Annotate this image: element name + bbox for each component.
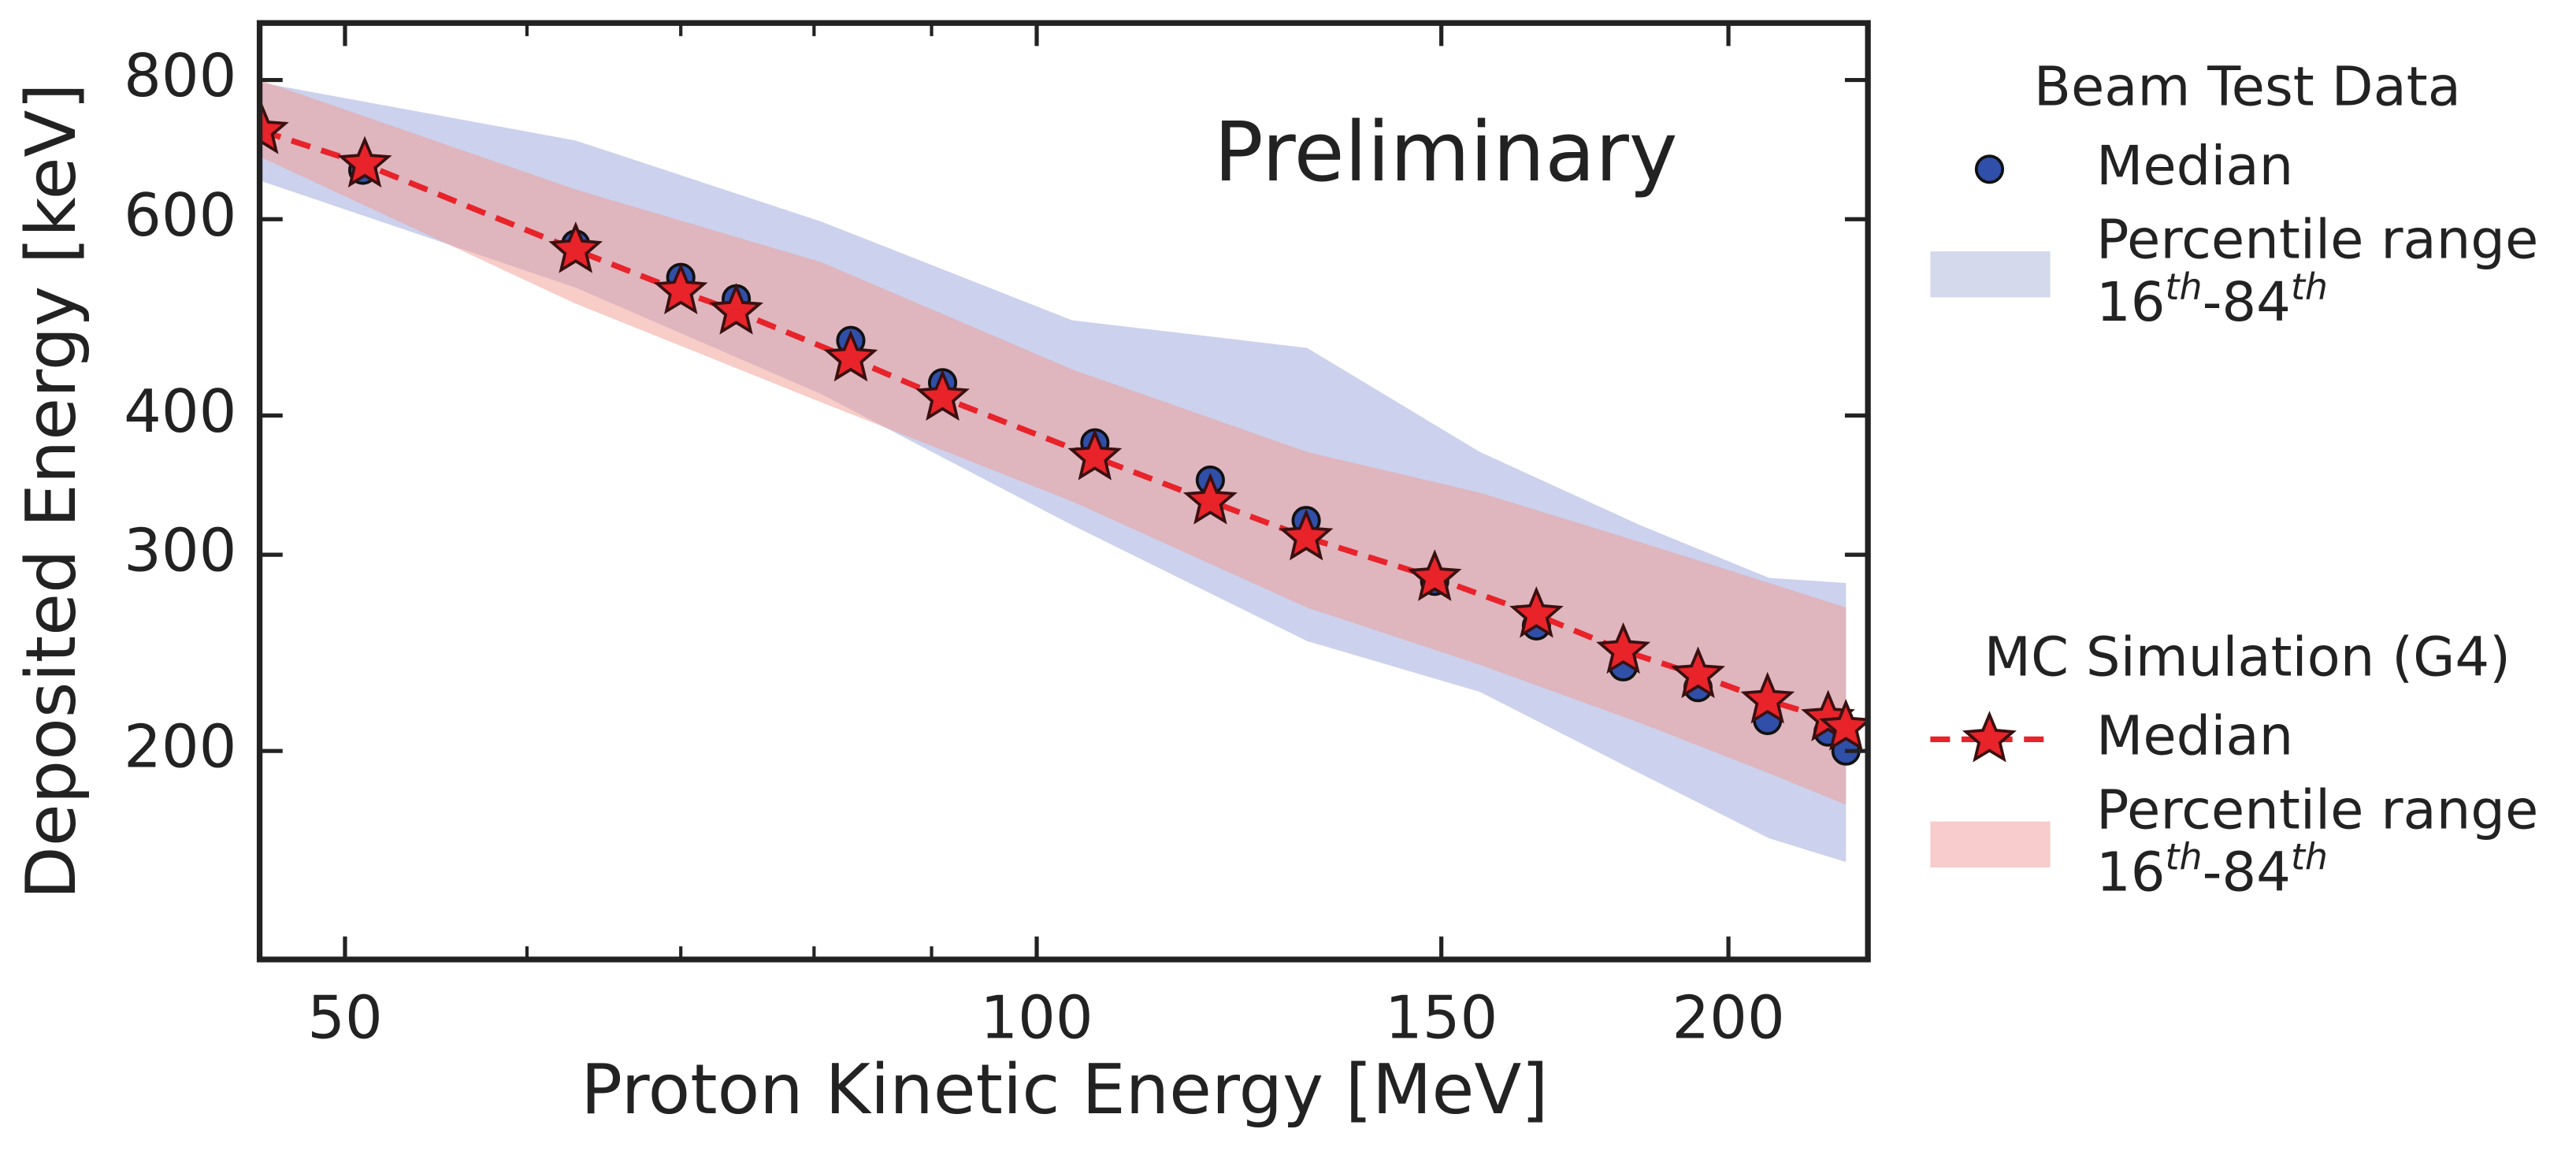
superscript: th (2291, 266, 2328, 308)
legend-label: Percentile range (2096, 209, 2538, 272)
legend-star (1962, 711, 2017, 763)
star-point (1818, 698, 1869, 751)
x-tick-label: 150 (1385, 983, 1498, 1053)
legend-label: Median (2096, 704, 2293, 767)
y-tick-label: 200 (124, 712, 236, 782)
y-axis-label: Deposited Energy [keV] (11, 83, 91, 899)
legend-swatch (1930, 821, 2051, 868)
star-point (823, 329, 878, 382)
legend-label-range: 16th-84th (2096, 266, 2328, 334)
star-point (1182, 473, 1238, 525)
star-point (548, 221, 603, 273)
star-point (1509, 586, 1564, 638)
x-tick-label: 50 (307, 983, 383, 1053)
x-axis-label: Proton Kinetic Energy [MeV] (581, 1049, 1548, 1130)
plot-area (259, 80, 1869, 863)
legend-title: Beam Test Data (2034, 56, 2461, 119)
star-point (1740, 671, 1795, 724)
y-tick-label: 400 (124, 377, 236, 446)
x-tick-label: 100 (980, 983, 1093, 1053)
star-point (337, 136, 392, 188)
legend-label: Percentile range (2096, 778, 2538, 841)
annotation: Preliminary (1214, 104, 1678, 200)
y-tick-label: 600 (124, 180, 236, 250)
legend-label: Median (2096, 135, 2293, 198)
legend-marker (1974, 154, 2005, 184)
superscript: th (2291, 835, 2328, 878)
superscript: th (2166, 835, 2203, 878)
star-point (653, 262, 708, 314)
legend-label-range: 16th-84th (2096, 835, 2328, 904)
legend-text: 16 (2096, 841, 2166, 904)
x-tick-label: 200 (1672, 983, 1784, 1053)
legend-swatch (1930, 251, 2051, 298)
legend-text: -84 (2203, 841, 2291, 904)
axes-frame (256, 20, 1871, 963)
legend-text: 16 (2096, 271, 2166, 334)
y-tick-label: 300 (124, 516, 236, 585)
median-line (261, 128, 1847, 730)
star-point (1596, 622, 1651, 674)
y-tick-label: 800 (124, 41, 236, 110)
star-point (1279, 508, 1334, 561)
star-point (1670, 646, 1726, 699)
legend-title: MC Simulation (G4) (1984, 626, 2511, 689)
star-point (1067, 429, 1123, 481)
star-point (709, 282, 764, 335)
star-point (915, 369, 970, 422)
superscript: th (2166, 266, 2203, 308)
legend-text: -84 (2203, 271, 2291, 334)
star-point (1407, 549, 1462, 601)
